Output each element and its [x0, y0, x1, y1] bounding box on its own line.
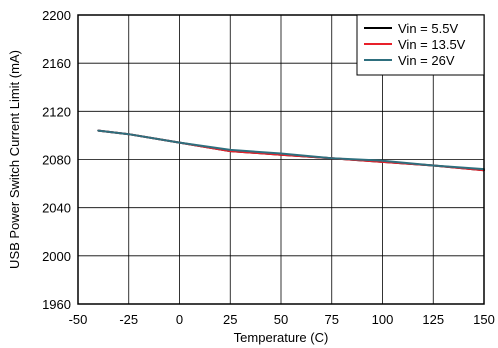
x-tick-label: 75	[325, 312, 339, 327]
series-group	[97, 129, 485, 172]
y-tick-label: 2120	[42, 104, 71, 119]
x-tick-label: 125	[422, 312, 444, 327]
y-tick-label: 2040	[42, 201, 71, 216]
y-tick-label: 2200	[42, 8, 71, 23]
x-tick-label: 0	[176, 312, 183, 327]
y-tick-label: 1960	[42, 297, 71, 312]
plot-frame	[77, 14, 485, 305]
x-tick-labels: -50 -25 0 25 50 75 100 125 150	[69, 312, 495, 327]
x-tick-label: 50	[274, 312, 288, 327]
y-tick-label: 2160	[42, 56, 71, 71]
x-tick-label: -50	[69, 312, 88, 327]
x-axis-title: Temperature (C)	[234, 330, 329, 345]
y-tick-label: 2000	[42, 249, 71, 264]
x-tick-label: 100	[372, 312, 394, 327]
series-line-3	[97, 129, 485, 171]
y-tick-labels: 1960 2000 2040 2080 2120 2160 2200	[42, 8, 71, 312]
legend-label: Vin = 5.5V	[398, 21, 458, 36]
y-axis-title: USB Power Switch Current Limit (mA)	[7, 50, 22, 269]
x-tick-label: 25	[223, 312, 237, 327]
y-tick-label: 2080	[42, 153, 71, 168]
legend-label: Vin = 26V	[398, 53, 455, 68]
legend-label: Vin = 13.5V	[398, 37, 466, 52]
x-tick-label: -25	[119, 312, 138, 327]
x-tick-label: 150	[473, 312, 495, 327]
